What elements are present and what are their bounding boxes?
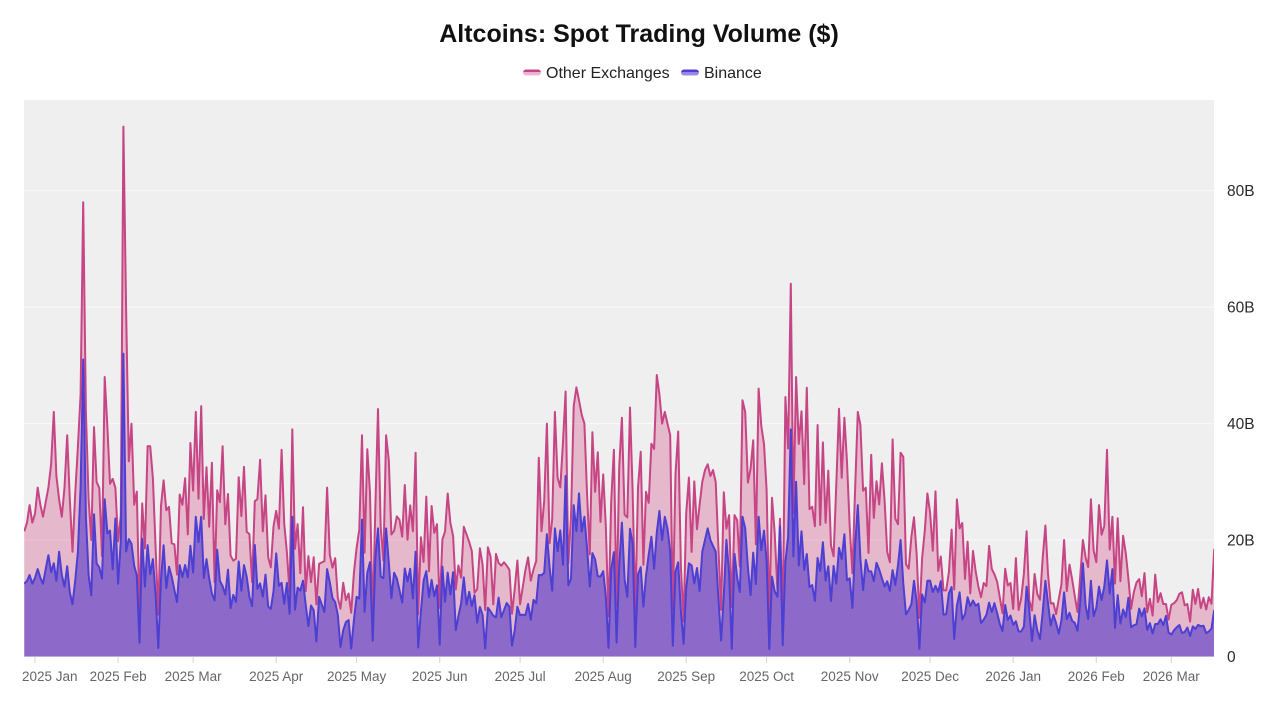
svg-text:2025 Nov: 2025 Nov	[821, 669, 879, 684]
svg-text:2025 Oct: 2025 Oct	[739, 669, 794, 684]
svg-text:2025 May: 2025 May	[327, 669, 387, 684]
svg-text:2026 Feb: 2026 Feb	[1068, 669, 1125, 684]
svg-text:2026 Jan: 2026 Jan	[985, 669, 1041, 684]
svg-text:Other Exchanges: Other Exchanges	[546, 65, 670, 82]
svg-text:0: 0	[1227, 649, 1236, 666]
svg-text:Altcoins: Spot Trading Volume: Altcoins: Spot Trading Volume ($)	[439, 20, 839, 48]
svg-text:2026 Mar: 2026 Mar	[1143, 669, 1201, 684]
svg-text:2025 Mar: 2025 Mar	[165, 669, 223, 684]
svg-text:40B: 40B	[1227, 416, 1255, 433]
svg-text:2025 Jun: 2025 Jun	[412, 669, 468, 684]
svg-text:Binance: Binance	[704, 65, 762, 82]
svg-text:2025 Jul: 2025 Jul	[495, 669, 546, 684]
svg-text:20B: 20B	[1227, 533, 1255, 550]
svg-text:60B: 60B	[1227, 300, 1255, 317]
svg-text:80B: 80B	[1227, 183, 1255, 200]
svg-text:2025 Apr: 2025 Apr	[249, 669, 304, 684]
svg-text:2025 Feb: 2025 Feb	[90, 669, 147, 684]
svg-text:2025 Jan: 2025 Jan	[22, 669, 78, 684]
svg-text:2025 Sep: 2025 Sep	[657, 669, 715, 684]
svg-text:2025 Dec: 2025 Dec	[901, 669, 959, 684]
svg-text:2025 Aug: 2025 Aug	[575, 669, 632, 684]
